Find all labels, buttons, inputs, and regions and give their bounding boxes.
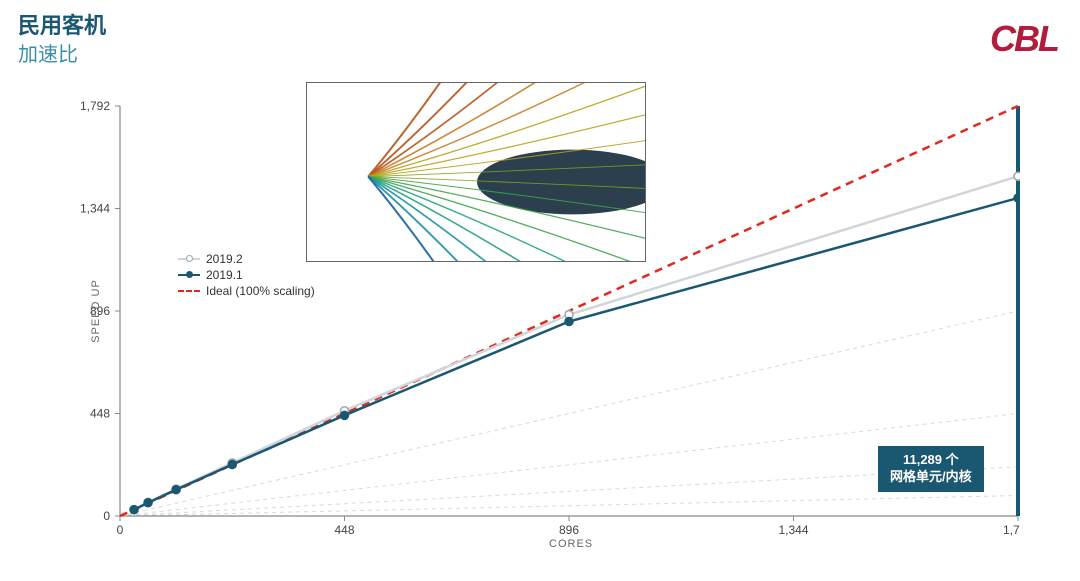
callout-line-2: 网格单元/内核 [890, 469, 972, 486]
callout-box: 11,289 个 网格单元/内核 [878, 446, 984, 492]
svg-text:1,344: 1,344 [80, 202, 110, 216]
svg-text:1,344: 1,344 [778, 523, 808, 537]
scaling-chart: 04488961,3441,79204488961,3441,7920%25%5… [60, 90, 1020, 540]
y-axis-left-label: SPEED UP [90, 279, 102, 343]
legend-swatch [178, 274, 200, 276]
legend-swatch [178, 290, 200, 292]
legend-item: 2019.1 [178, 268, 315, 282]
svg-text:448: 448 [90, 407, 110, 421]
svg-text:448: 448 [334, 523, 354, 537]
legend-label: 2019.2 [206, 252, 243, 266]
svg-text:896: 896 [559, 523, 579, 537]
chart-legend: 2019.2 2019.1 Ideal (100% scaling) [178, 250, 315, 300]
legend-label: 2019.1 [206, 268, 243, 282]
svg-text:0: 0 [103, 509, 110, 523]
svg-text:1,792: 1,792 [1003, 523, 1020, 537]
x-axis-label: CORES [549, 538, 593, 550]
legend-item: Ideal (100% scaling) [178, 284, 315, 298]
page-title-2: 加速比 [18, 38, 106, 67]
brand-logo: CBL [990, 18, 1058, 60]
legend-label: Ideal (100% scaling) [206, 284, 315, 298]
inset-svg [307, 83, 646, 262]
svg-text:0: 0 [117, 523, 124, 537]
legend-swatch [178, 258, 200, 260]
page-title-1: 民用客机 [18, 8, 106, 40]
legend-item: 2019.2 [178, 252, 315, 266]
inset-image [306, 82, 646, 262]
svg-text:1,792: 1,792 [80, 99, 110, 113]
callout-line-1: 11,289 个 [890, 452, 972, 469]
